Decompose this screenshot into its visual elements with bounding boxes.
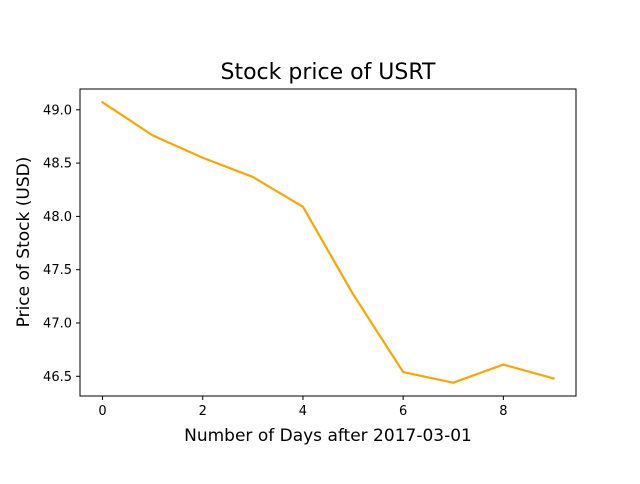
y-tick-label: 48.0 [43, 210, 72, 225]
chart-title: Stock price of USRT [220, 60, 436, 85]
x-tick-label: 4 [299, 404, 307, 419]
x-axis: 0 2 4 6 8 [98, 396, 507, 419]
plot-frame [79, 88, 577, 397]
x-tick-label: 0 [98, 404, 106, 419]
x-tick-label: 8 [499, 404, 507, 419]
x-tick-label: 6 [399, 404, 407, 419]
y-axis-label: Price of Stock (USD) [14, 157, 34, 328]
y-tick-label: 47.0 [43, 316, 72, 331]
x-tick-label: 2 [199, 404, 207, 419]
y-tick-label: 48.5 [43, 157, 72, 172]
x-axis-label: Number of Days after 2017-03-01 [184, 426, 472, 446]
series-line-0 [101, 100, 555, 384]
y-tick-label: 49.0 [43, 103, 72, 118]
y-tick-label: 47.5 [43, 263, 72, 278]
y-axis: 46.5 47.0 47.5 48.0 48.5 49.0 [43, 103, 80, 385]
y-tick-label: 46.5 [43, 370, 72, 385]
plot-area [101, 100, 555, 384]
